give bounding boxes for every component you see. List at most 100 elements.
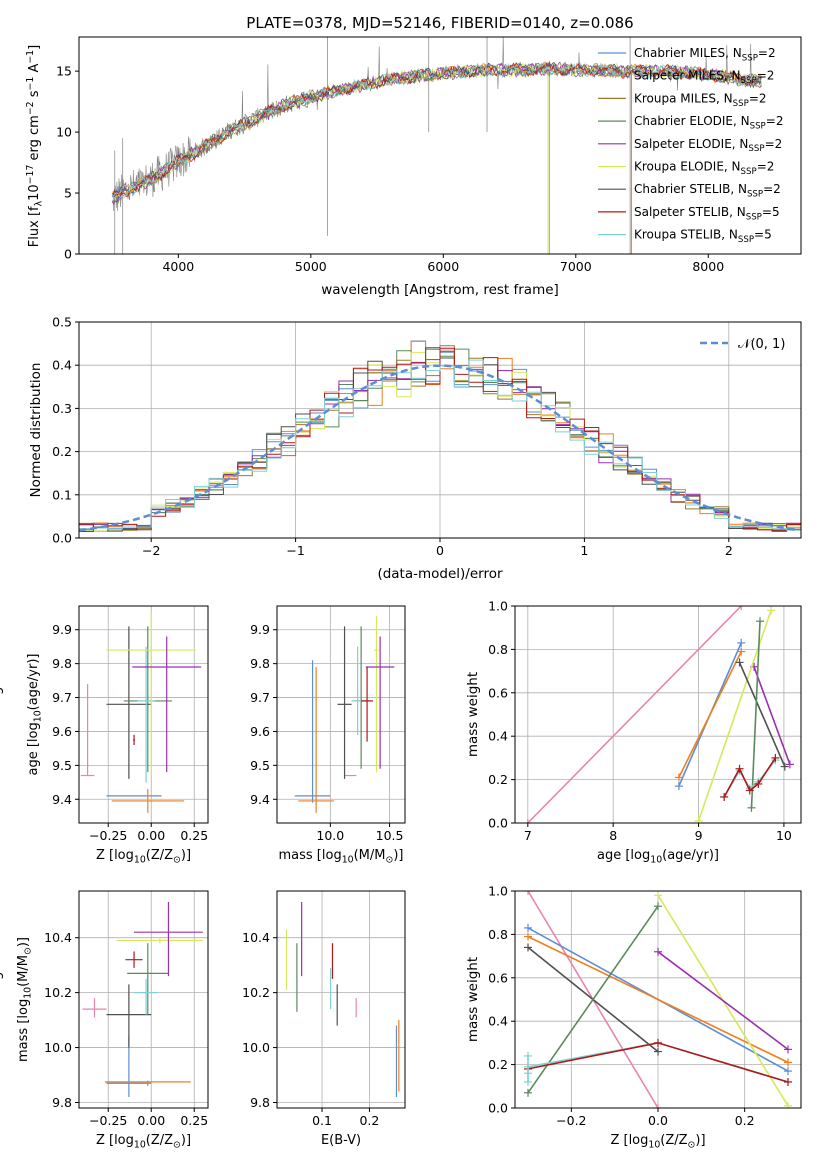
x-tick-label: 0.25 xyxy=(180,1113,208,1128)
y-tick-label: 10.2 xyxy=(242,985,270,1000)
x-axis-label-part: ⊙ xyxy=(173,1140,181,1151)
y-tick-label: 9.6 xyxy=(250,724,270,739)
y-axis-label: mass weight xyxy=(0,958,4,1040)
x-axis-label-part: (age/yr)] xyxy=(662,848,719,863)
y-tick-label: 0.2 xyxy=(488,1057,508,1072)
weight-series xyxy=(657,951,789,1051)
legend-label: Chabrier ELODIE, NSSP​=2 xyxy=(634,114,783,131)
x-tick-label: 0.2 xyxy=(735,1113,755,1128)
y-axis-label-part: −17 xyxy=(25,165,36,185)
y-axis-label: Normed distribution xyxy=(28,363,44,498)
legend-label-part: SSP xyxy=(748,144,764,154)
plot-area-mass_vs_ebv xyxy=(285,901,400,1098)
legend-label-part: =5 xyxy=(754,228,772,242)
x-axis-label-part: (Z/Z xyxy=(146,848,173,863)
x-tick-label: 10.5 xyxy=(376,828,404,843)
x-axis-label-part: )] xyxy=(393,848,403,863)
legend-label-part: =2 xyxy=(766,114,784,128)
legend-label-part: SSP xyxy=(747,190,763,200)
y-tick-label: 0.4 xyxy=(52,358,72,373)
y-tick-label: 1.0 xyxy=(488,884,508,899)
y-tick-label: 1.0 xyxy=(488,599,508,614)
y-tick-label: 9.6 xyxy=(52,724,72,739)
y-axis-label: age [log10​(age/yr)] xyxy=(26,654,44,776)
x-tick-label: 6000 xyxy=(427,259,459,274)
model-spectrum xyxy=(112,61,762,201)
axes-histogram: −2 −1 0 1 2 0.0 0.1 0.2 0.3 0.4 0.5 𝒩(0, 1) (data-mo… xyxy=(28,315,802,582)
y-tick-label: 0.0 xyxy=(488,1101,508,1116)
x-axis-label-part: )] xyxy=(695,1133,705,1148)
x-axis-label-part: (Z/Z xyxy=(660,1133,687,1148)
legend-label-part: Kroupa ELODIE, N xyxy=(634,160,741,174)
x-axis-label-part: ⊙ xyxy=(173,855,181,866)
legend-label: Salpeter MILES, NSSP​=2 xyxy=(634,69,774,86)
y-tick-label: 9.7 xyxy=(52,690,72,705)
y-tick-label: 9.9 xyxy=(250,622,270,637)
y-axis-label-part: Flux [f xyxy=(27,206,42,247)
y-tick-label: 9.8 xyxy=(52,656,72,671)
spectrum-legend: Chabrier MILES, NSSP​=2 Salpeter MILES, N… xyxy=(598,46,783,245)
plot-area-mass_vs_Z xyxy=(82,901,203,1098)
y-axis-label-part: 10 xyxy=(23,987,34,999)
y-axis-label-part: ⊙ xyxy=(23,947,34,955)
y-axis-label: mass weight xyxy=(465,957,481,1042)
y-axis-label-part: (age/yr)] xyxy=(26,654,41,711)
y-tick-label: 0.8 xyxy=(488,642,508,657)
x-tick-label: 8000 xyxy=(692,259,724,274)
x-tick-label: 0.00 xyxy=(137,828,165,843)
x-tick-label: 2 xyxy=(725,543,733,558)
x-axis-label-part: Z [log xyxy=(96,1133,134,1148)
x-tick-label: 0.25 xyxy=(180,828,208,843)
legend-label-part: Salpeter ELODIE, N xyxy=(634,137,748,151)
legend-label-part: =2 xyxy=(765,137,783,151)
axes-age_vs_Z: −0.25 0.00 0.25 9.4 9.5 9.6 9.7 9.8 9.9 Z [log10​… xyxy=(26,605,209,866)
y-tick-label: 0.4 xyxy=(488,1014,508,1029)
x-axis-label-part: Z [log xyxy=(610,1133,648,1148)
y-axis-label-part: (M/M xyxy=(16,955,31,987)
y-axis-label-part: λ xyxy=(34,200,45,206)
y-tick-label: 0.8 xyxy=(488,927,508,942)
y-axis-label-part: −1 xyxy=(25,50,36,64)
x-axis-label-part: 10 xyxy=(650,855,662,866)
axes-frame xyxy=(78,36,802,255)
legend-label-part: Chabrier STELIB, N xyxy=(634,182,747,196)
x-axis-label-part: age [log xyxy=(597,848,650,863)
y-tick-label: 10.4 xyxy=(44,930,72,945)
y-tick-label: 0.3 xyxy=(52,401,72,416)
x-axis-label-part: Z [log xyxy=(96,848,134,863)
x-tick-label: 5000 xyxy=(295,259,327,274)
x-axis-label-part: (Z/Z xyxy=(146,1133,173,1148)
y-axis-label-part: −1 xyxy=(25,77,36,91)
legend-label-part: =2 xyxy=(758,46,776,60)
y-tick-label: 9.5 xyxy=(250,758,270,773)
model-spectrum xyxy=(111,62,762,201)
figure-title: PLATE=0378, MJD=52146, FIBERID=0140, z=0… xyxy=(246,14,633,32)
y-axis-label-part: A xyxy=(27,64,42,77)
legend-label: Kroupa ELODIE, NSSP​=2 xyxy=(634,160,774,177)
x-tick-label: 4000 xyxy=(162,259,194,274)
x-tick-label: −0.25 xyxy=(89,1113,127,1128)
legend-label-part: =2 xyxy=(757,160,775,174)
plot-area-age_vs_Z xyxy=(80,612,202,813)
x-tick-label: 7 xyxy=(524,828,532,843)
legend-label-part: Kroupa MILES, N xyxy=(634,91,733,105)
weight-series xyxy=(527,606,742,823)
y-tick-label: 9.7 xyxy=(250,690,270,705)
y-tick-label: 9.8 xyxy=(250,1095,270,1110)
x-tick-label: 9 xyxy=(695,828,703,843)
axes-spectrum: 4000 5000 6000 7000 8000 0 5 10 15 Chabrier MILES… xyxy=(25,36,802,298)
axes-frame xyxy=(276,605,406,824)
x-tick-label: 1 xyxy=(580,543,588,558)
plot-area-age_vs_mass xyxy=(294,616,395,813)
y-axis-label-part: mass [log xyxy=(16,999,31,1062)
y-axis-label-part: 10 xyxy=(33,710,44,722)
legend-label: Chabrier STELIB, NSSP​=2 xyxy=(634,182,781,199)
y-tick-label: 9.9 xyxy=(52,622,72,637)
x-tick-label: 10 xyxy=(776,828,792,843)
y-tick-label: 0.2 xyxy=(488,772,508,787)
model-spectrum xyxy=(111,62,762,200)
x-axis-label-part: mass [log xyxy=(279,848,342,863)
legend-label-part: Salpeter STELIB, N xyxy=(634,205,746,219)
y-tick-label: 0.6 xyxy=(488,970,508,985)
